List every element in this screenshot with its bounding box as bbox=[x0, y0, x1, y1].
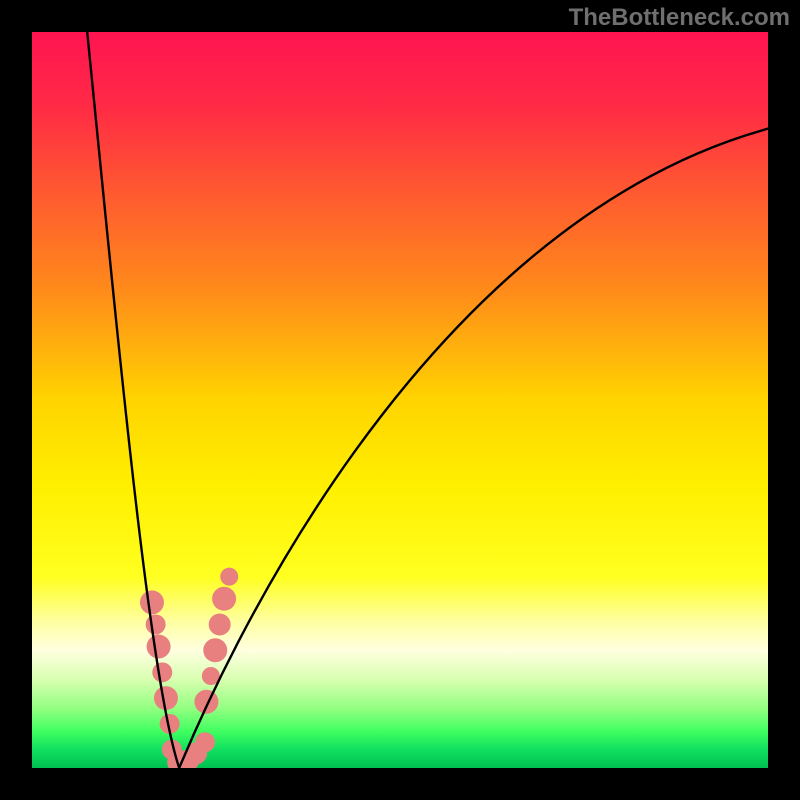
bottleneck-chart bbox=[0, 0, 800, 800]
watermark-text: TheBottleneck.com bbox=[569, 4, 790, 32]
data-point bbox=[154, 686, 178, 710]
data-point bbox=[146, 614, 166, 634]
data-point bbox=[209, 613, 231, 635]
data-point bbox=[194, 690, 218, 714]
data-point bbox=[212, 587, 236, 611]
data-point bbox=[152, 662, 172, 682]
data-point bbox=[140, 590, 164, 614]
data-point bbox=[195, 732, 215, 752]
data-point bbox=[203, 638, 227, 662]
data-point bbox=[220, 568, 238, 586]
data-point bbox=[147, 635, 171, 659]
gradient-plot-area bbox=[32, 32, 768, 768]
